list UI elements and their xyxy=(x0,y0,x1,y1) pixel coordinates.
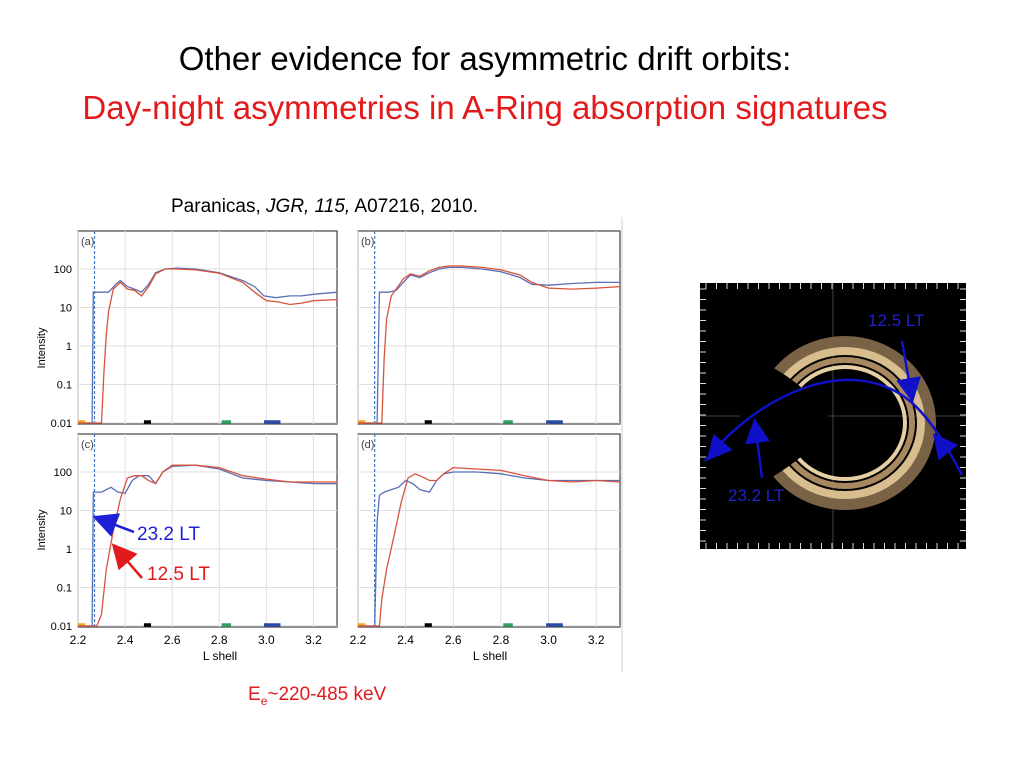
panel-frame xyxy=(357,433,621,628)
series-line-0 xyxy=(78,267,338,424)
citation-author: Paranicas, xyxy=(171,196,267,217)
panel-label: (b) xyxy=(361,236,374,248)
series-line-0 xyxy=(358,266,620,424)
slide-title: Other evidence for asymmetric drift orbi… xyxy=(178,40,792,77)
ytick-label: 10 xyxy=(60,303,72,315)
energy-prefix: E xyxy=(248,684,261,705)
xtick-label: 2.2 xyxy=(70,633,87,647)
series-line-1 xyxy=(358,466,621,627)
label-23-2-lt: 23.2 LT xyxy=(728,486,784,505)
callout-label-blue: 23.2 LT xyxy=(137,524,200,545)
xtick-label: 3.2 xyxy=(588,633,605,647)
xlabel-left: L shell xyxy=(203,649,237,663)
xtick-label: 2.2 xyxy=(350,633,367,647)
xtick-label: 2.8 xyxy=(211,633,228,647)
callout-arrow-blue xyxy=(92,513,135,537)
xtick-label: 3.2 xyxy=(305,633,322,647)
ytick-label: 0.01 xyxy=(51,621,72,633)
series-line-0 xyxy=(78,464,337,627)
ylabel-bottom: Intensity xyxy=(36,509,48,550)
frame-ticks xyxy=(700,283,966,549)
ytick-label: 10 xyxy=(60,506,72,518)
arrow-12-5 xyxy=(896,340,921,403)
slide-subtitle: Day-night asymmetries in A-Ring absorpti… xyxy=(82,89,888,126)
arrow-23-2 xyxy=(745,418,770,479)
series-line-0 xyxy=(358,471,620,627)
xtick-label: 2.6 xyxy=(164,633,181,647)
ytick-label: 1 xyxy=(66,341,72,353)
callout-arrow-red xyxy=(111,543,143,579)
ytick-label: 1 xyxy=(66,544,72,556)
ytick-label: 0.01 xyxy=(51,418,72,430)
panel-3: (d) 2.2 2.4 2.6 2.8 3.0 3.2 xyxy=(350,433,621,647)
xtick-label: 3.0 xyxy=(540,633,557,647)
xlabel-right: L shell xyxy=(473,649,507,663)
ytick-label: 0.1 xyxy=(57,583,72,595)
energy-range: Ee~220-485 keV xyxy=(248,684,386,708)
series-line-1 xyxy=(78,268,338,424)
xtick-label: 2.6 xyxy=(445,633,462,647)
energy-sub: e xyxy=(260,693,268,708)
citation-journal: JGR, 115, xyxy=(266,196,351,217)
saturn-ring-image: 12.5 LT 23.2 LT xyxy=(700,283,966,549)
series-line-1 xyxy=(358,265,621,424)
panel-label: (d) xyxy=(361,439,374,451)
ylabel-top: Intensity xyxy=(36,327,48,368)
panel-frame xyxy=(77,433,338,628)
citation: Paranicas, JGR, 115, A07216, 2010. xyxy=(171,196,478,218)
citation-ref: A07216, 2010. xyxy=(350,196,479,217)
xtick-label: 2.4 xyxy=(397,633,414,647)
panel-0: (a) 100 10 1 0.1 0.01 xyxy=(51,230,338,430)
xtick-label: 2.8 xyxy=(493,633,510,647)
panel-frame xyxy=(77,230,338,425)
ytick-label: 100 xyxy=(54,467,72,479)
panel-label: (a) xyxy=(81,236,94,248)
xtick-label: 2.4 xyxy=(117,633,134,647)
panel-1: (b) xyxy=(357,230,621,425)
ytick-label: 0.1 xyxy=(57,380,72,392)
panel-2: (c) 100 10 1 0.1 0.012.2 2.4 2.6 2.8 3.0 3.2 xyxy=(51,433,338,647)
panel-label: (c) xyxy=(81,439,94,451)
xtick-label: 3.0 xyxy=(258,633,275,647)
ytick-label: 100 xyxy=(54,264,72,276)
callout-label-red: 12.5 LT xyxy=(147,564,210,585)
series-line-1 xyxy=(78,464,337,627)
energy-suffix: ~220-485 keV xyxy=(267,684,387,705)
label-12-5-lt: 12.5 LT xyxy=(868,311,924,330)
panel-frame xyxy=(357,230,621,425)
